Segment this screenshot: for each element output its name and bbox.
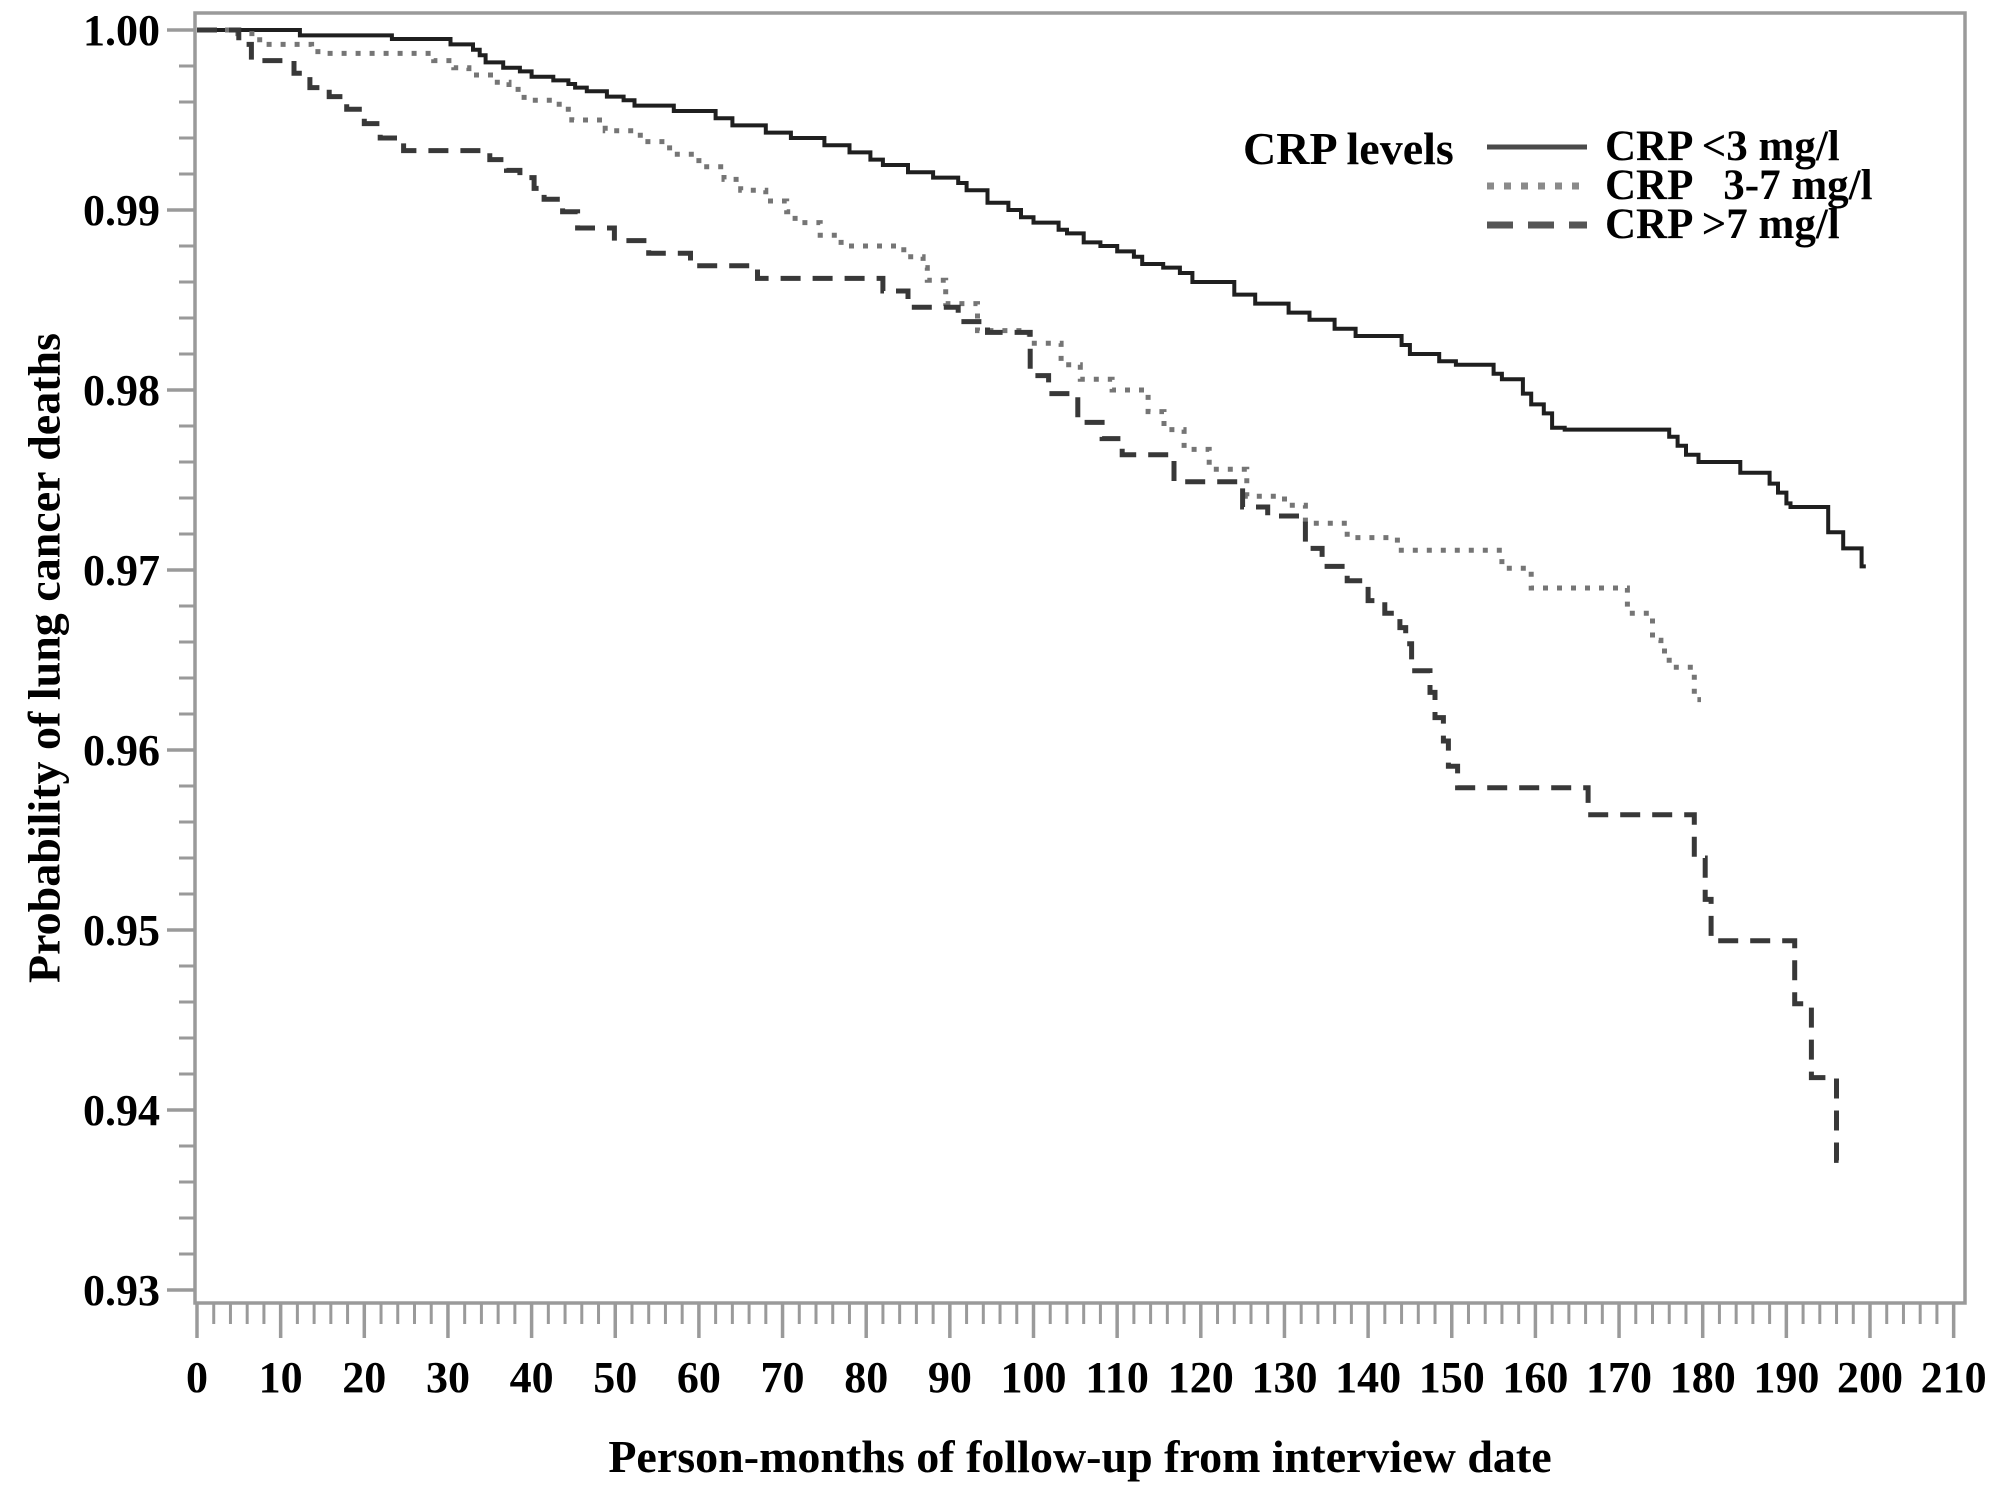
legend-entry-crp-lt3: CRP <3 mg/l [1487, 123, 1873, 170]
y-tick-label: 0.99 [83, 186, 160, 235]
x-tick-label: 130 [1251, 1353, 1317, 1402]
x-tick-label: 200 [1837, 1353, 1903, 1402]
dotted-line-sample-icon [1487, 182, 1587, 189]
legend-label-crp-gt7: CRP >7 mg/l [1605, 201, 1840, 248]
x-tick-label: 90 [928, 1353, 972, 1402]
series-crp-3to7-curve [197, 27, 1701, 703]
x-tick-label: 0 [186, 1353, 208, 1402]
y-tick-label: 0.96 [83, 726, 160, 775]
y-tick-label: 0.94 [83, 1086, 160, 1135]
x-tick-label: 190 [1753, 1353, 1819, 1402]
legend-label-crp-lt3: CRP <3 mg/l [1605, 123, 1840, 170]
x-tick-label: 110 [1085, 1353, 1149, 1402]
x-tick-label: 170 [1586, 1353, 1652, 1402]
x-tick-label: 40 [510, 1353, 554, 1402]
legend-title: CRP levels [1243, 123, 1454, 174]
x-tick-label: 20 [342, 1353, 386, 1402]
x-axis: 0 10 20 30 40 50 60 70 80 90 100 110 120 130 140 150 160… [186, 1303, 1987, 1402]
y-tick-label: 1.00 [83, 6, 160, 55]
x-tick-label: 70 [761, 1353, 805, 1402]
x-tick-label: 120 [1168, 1353, 1234, 1402]
series-crp-lt3-curve [197, 28, 1866, 569]
series-crp-gt7-curve [197, 27, 1842, 1163]
x-tick-label: 50 [593, 1353, 637, 1402]
x-axis-title: Person-months of follow-up from intervie… [608, 1431, 1552, 1482]
plot-frame [193, 11, 1967, 1305]
x-tick-label: 100 [1001, 1353, 1067, 1402]
x-tick-label: 30 [426, 1353, 470, 1402]
x-tick-label: 210 [1921, 1353, 1987, 1402]
y-tick-label: 0.97 [83, 546, 160, 595]
x-tick-label: 140 [1335, 1353, 1401, 1402]
x-tick-label: 180 [1670, 1353, 1736, 1402]
legend-entry-crp-3to7: CRP 3-7 mg/l [1487, 162, 1873, 209]
y-tick-label: 0.98 [83, 366, 160, 415]
y-tick-label: 0.95 [83, 906, 160, 955]
x-tick-label: 60 [677, 1353, 721, 1402]
dashed-line-sample-icon [1487, 221, 1587, 228]
solid-line-sample-icon [1487, 144, 1587, 149]
x-tick-label: 160 [1502, 1353, 1568, 1402]
legend-entry-crp-gt7: CRP >7 mg/l [1487, 201, 1873, 248]
y-axis-title: Probability of lung cancer deaths [18, 333, 70, 983]
x-tick-label: 150 [1419, 1353, 1485, 1402]
x-tick-label: 10 [259, 1353, 303, 1402]
legend: CRP <3 mg/l CRP 3-7 mg/l CRP >7 mg/l [1487, 123, 1873, 248]
y-axis: 1.00 0.99 0.98 0.97 0.96 0.95 0.94 0.93 [83, 6, 195, 1315]
x-tick-label: 80 [844, 1353, 888, 1402]
legend-label-crp-3to7: CRP 3-7 mg/l [1605, 162, 1873, 209]
y-tick-label: 0.93 [83, 1266, 160, 1315]
